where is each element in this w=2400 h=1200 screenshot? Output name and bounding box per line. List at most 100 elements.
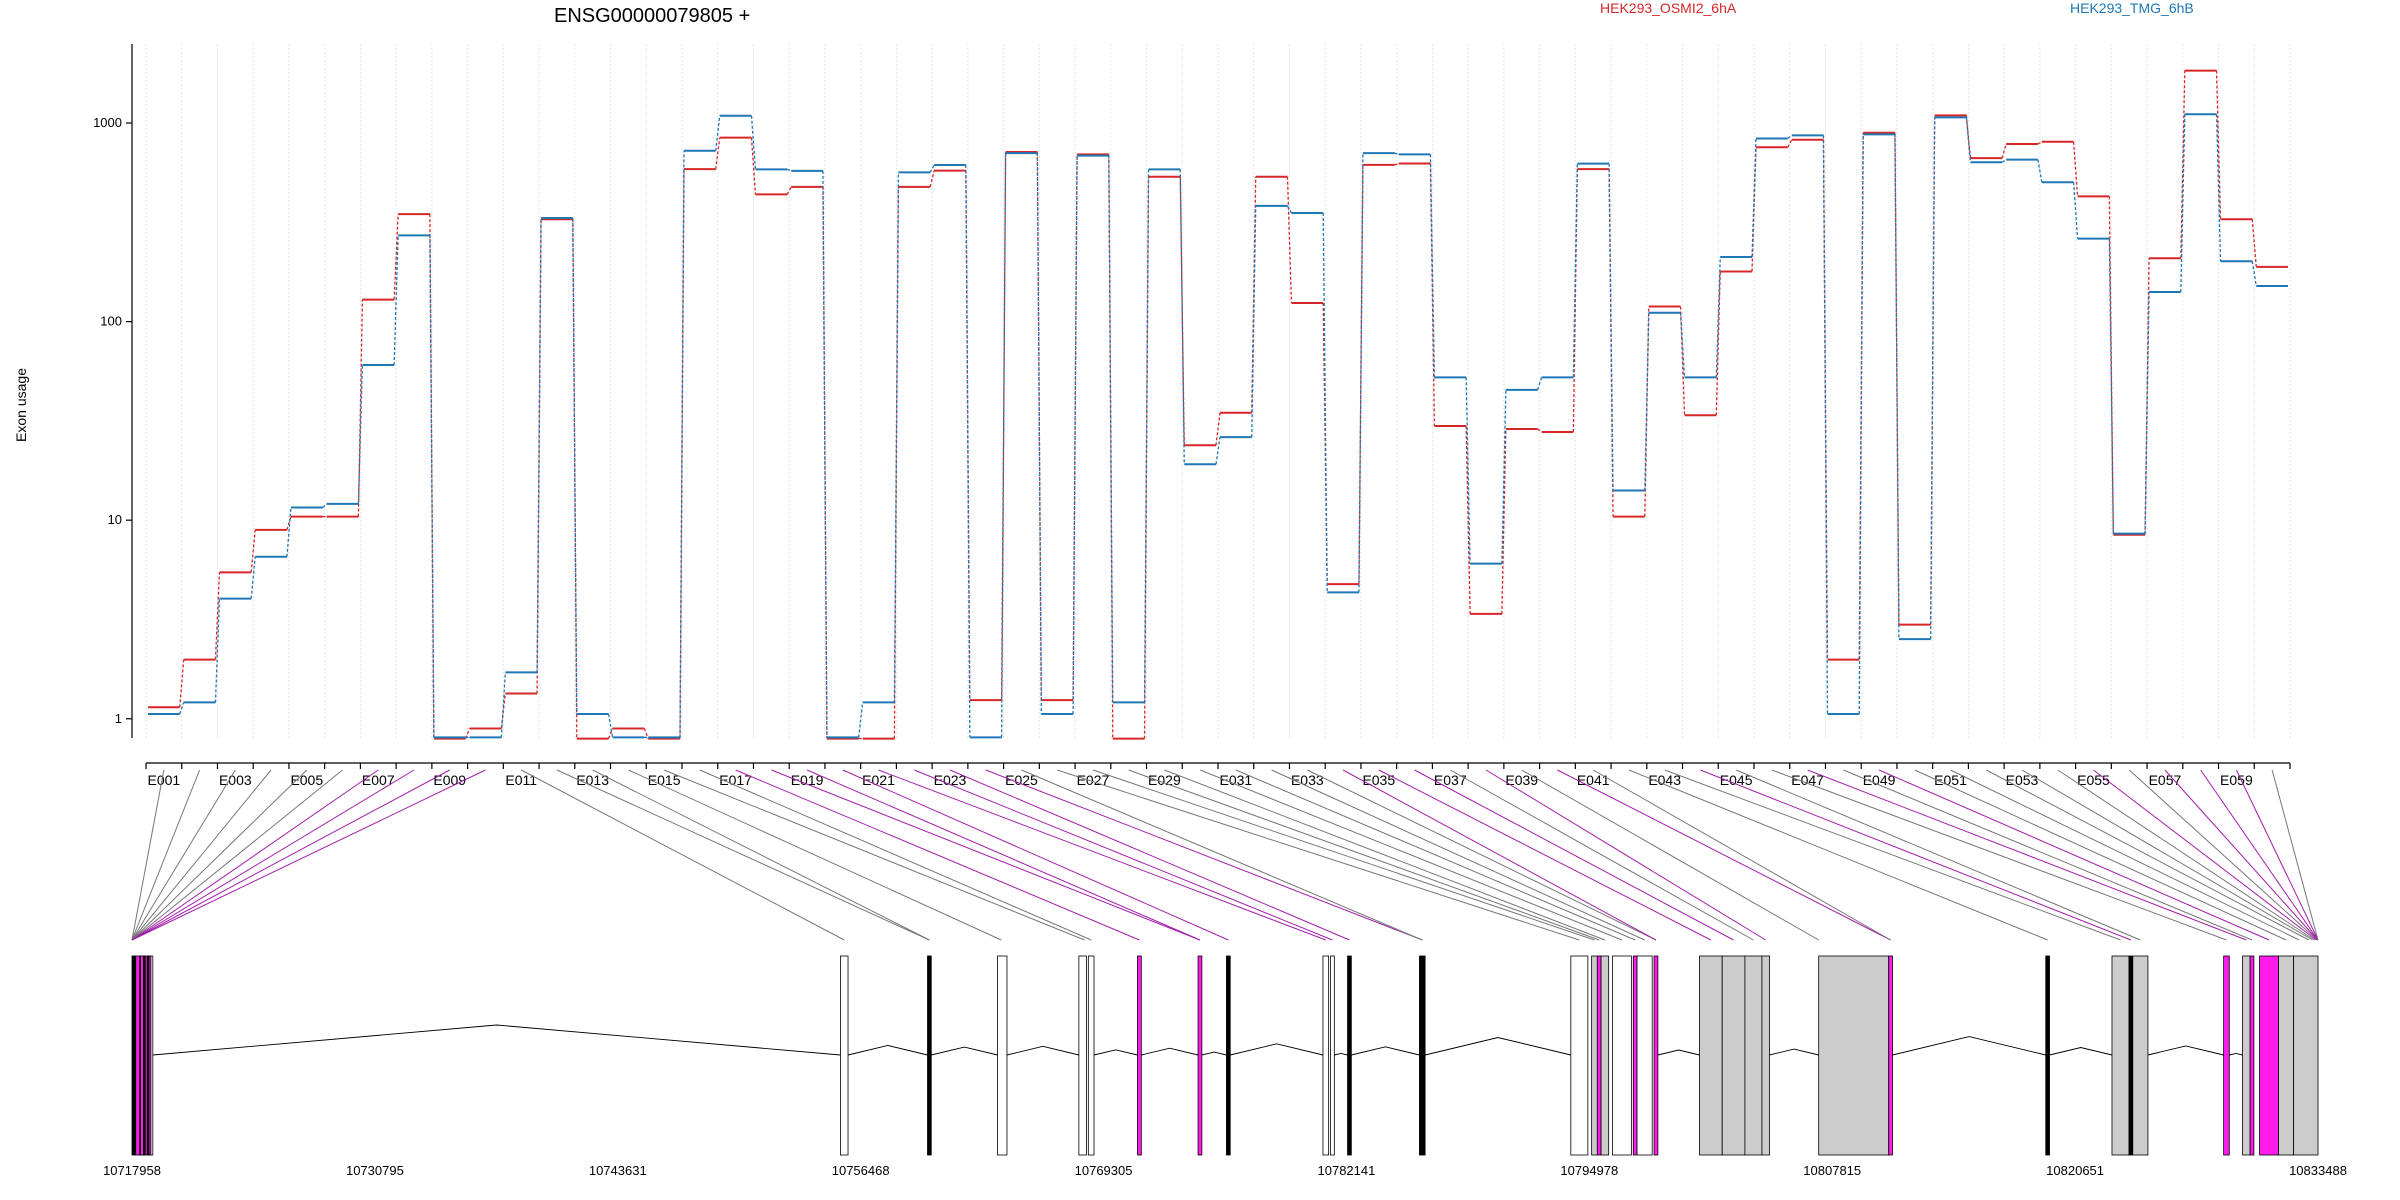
genomic-coordinate-label: 10833488 — [2289, 1163, 2347, 1178]
x-tick-label: E019 — [791, 772, 824, 788]
exon-connector — [1164, 769, 1606, 941]
intron-line — [1769, 1048, 1819, 1056]
series-link — [1501, 389, 1507, 564]
x-tick-label: E033 — [1291, 772, 1324, 788]
series-link — [1036, 153, 1042, 714]
series-link — [286, 516, 292, 531]
exon-box — [2249, 955, 2255, 1156]
exon-connector — [771, 769, 1201, 941]
x-tick-label: E043 — [1648, 772, 1681, 788]
series-link — [357, 365, 364, 504]
x-tick-label: E035 — [1362, 772, 1395, 788]
series-link — [1715, 256, 1721, 378]
genomic-coordinate-ticks: 10717958 10730795 10743631 10756468 10769305… — [103, 1163, 2347, 1178]
exon-connector — [1521, 769, 1819, 941]
series-link — [822, 170, 828, 738]
exon-connector — [628, 769, 1002, 941]
exon-box — [1636, 955, 1653, 1156]
series-link — [1572, 163, 1578, 378]
exon-connector — [1878, 769, 2270, 941]
x-tick-label: E005 — [290, 772, 323, 788]
exon-connector — [1414, 769, 1734, 941]
intron-line — [847, 1045, 928, 1056]
exon-box — [2132, 955, 2149, 1156]
series-link — [1429, 154, 1436, 378]
exon-box — [997, 955, 1008, 1156]
exon-connector — [1485, 769, 1766, 941]
series-link — [2251, 219, 2257, 267]
exon-box — [1744, 955, 1763, 1156]
series-link — [179, 702, 185, 715]
series-link — [536, 218, 542, 673]
intron-line — [1006, 1045, 1079, 1056]
series-link — [1537, 428, 1542, 433]
intron-line — [152, 1024, 841, 1056]
exon-box — [1322, 955, 1330, 1156]
intron-line — [2147, 1045, 2224, 1056]
exon-box — [2111, 955, 2130, 1156]
exon-connector — [1057, 769, 1580, 941]
chart-title: ENSG00000079805 + — [554, 5, 750, 27]
intron-line — [1141, 1047, 1199, 1056]
exon-connector — [2057, 769, 2315, 941]
series-link — [1179, 169, 1185, 465]
genomic-coordinate-label: 10820651 — [2046, 1163, 2104, 1178]
series-link — [429, 235, 435, 738]
series-link — [214, 598, 221, 703]
exon-connector — [1307, 769, 1657, 941]
genomic-coordinate-label: 10743631 — [589, 1163, 647, 1178]
exon-connector — [2235, 769, 2319, 941]
x-tick-label: E031 — [1220, 772, 1253, 788]
series-link — [786, 168, 792, 172]
exon-connector — [131, 769, 165, 941]
x-tick-label: E003 — [219, 772, 252, 788]
exon-connector — [1807, 769, 2247, 941]
exon-connector — [985, 769, 1423, 941]
series-link — [1143, 169, 1150, 703]
series-link — [1822, 135, 1829, 714]
series-link — [2144, 258, 2150, 535]
series-link — [1930, 117, 1936, 640]
exon-box — [1137, 955, 1142, 1156]
series-link — [2251, 261, 2257, 287]
exon-connector — [949, 769, 1350, 941]
exon-box — [1330, 955, 1335, 1156]
x-tick-label: E021 — [862, 772, 895, 788]
series-link — [1858, 134, 1864, 714]
y-tick-label: 1000 — [93, 115, 122, 130]
exon-connector — [1950, 769, 2300, 941]
series-link — [1108, 155, 1114, 703]
series-lines — [148, 69, 2288, 740]
exon-connector — [131, 769, 236, 941]
gene-model — [131, 955, 2319, 1156]
exon-connector — [1914, 769, 2287, 941]
x-tick-label: E001 — [148, 772, 181, 788]
genomic-coordinate-label: 10769305 — [1075, 1163, 1133, 1178]
exon-connector — [1628, 769, 2048, 941]
exon-connector — [2200, 769, 2319, 941]
exon-connector — [131, 769, 379, 941]
genomic-coordinate-label: 10756468 — [832, 1163, 890, 1178]
series-link — [679, 150, 685, 738]
exon-connector — [131, 769, 415, 941]
series-link — [1394, 162, 1399, 166]
x-tick-label: E051 — [1934, 772, 1967, 788]
series-link — [715, 137, 721, 170]
exon-box — [2223, 955, 2230, 1156]
x-tick-label: E007 — [362, 772, 395, 788]
exon-connector — [131, 769, 486, 941]
x-tick-label: E053 — [2006, 772, 2039, 788]
intron-line — [1351, 1046, 1420, 1056]
series-link — [2072, 141, 2079, 197]
exon-box — [1591, 955, 1598, 1156]
exon-connector — [735, 769, 1140, 941]
exon-connector — [1664, 769, 2121, 941]
exon-box — [1632, 955, 1638, 1156]
legend-entry-series-a: HEK293_OSMI2_6hA — [1600, 0, 1737, 16]
exon-connector — [592, 769, 930, 941]
exon-connector — [1092, 769, 1595, 941]
series-link — [1965, 117, 1972, 163]
exon-box — [1600, 955, 1610, 1156]
exon-connector — [1771, 769, 2227, 941]
